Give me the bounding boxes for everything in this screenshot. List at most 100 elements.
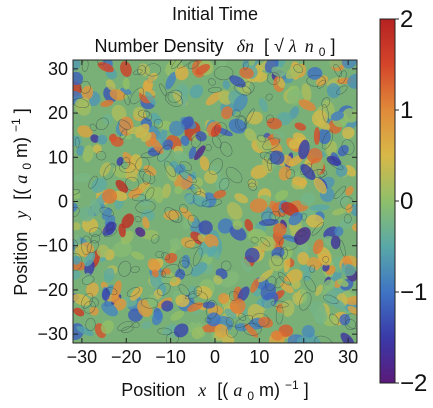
- contour-line: [89, 227, 102, 237]
- density-blob: [198, 220, 213, 235]
- contour-line: [326, 157, 344, 170]
- colorbar-tick-label: 0: [400, 188, 413, 215]
- density-blob: [140, 131, 152, 142]
- contour-line: [270, 300, 289, 308]
- density-blob: [278, 166, 292, 181]
- density-blob: [120, 61, 132, 77]
- density-blob: [241, 258, 252, 273]
- contour-line: [322, 256, 330, 263]
- contour-line: [167, 89, 183, 103]
- contour-line: [192, 247, 203, 266]
- contour-line: [97, 60, 106, 66]
- density-blob: [202, 301, 216, 309]
- density-blob: [289, 106, 299, 120]
- contour-line: [257, 134, 266, 143]
- contour-line: [96, 151, 107, 161]
- contour-line: [99, 207, 114, 217]
- contour-line: [341, 139, 355, 156]
- contour-line: [73, 206, 80, 218]
- density-blob: [345, 295, 357, 306]
- density-blob: [340, 332, 355, 343]
- contour-line: [250, 236, 259, 244]
- density-blob: [249, 198, 268, 213]
- y-tick-label: 0: [58, 192, 68, 212]
- density-blob: [288, 212, 303, 226]
- contour-line: [309, 264, 316, 273]
- density-blob: [300, 163, 316, 181]
- contour-line: [140, 150, 161, 159]
- density-blob: [323, 279, 336, 290]
- density-blob: [76, 326, 94, 336]
- contour-line: [121, 157, 131, 170]
- contour-line: [329, 313, 339, 326]
- contour-line: [303, 276, 317, 293]
- density-blob: [332, 208, 346, 216]
- density-blob: [131, 251, 145, 260]
- density-blob: [283, 154, 294, 167]
- density-blob: [189, 84, 204, 99]
- contour-line: [125, 176, 140, 191]
- density-blob: [218, 90, 233, 105]
- density-blob: [272, 223, 287, 237]
- density-blob: [228, 118, 247, 134]
- contour-line: [161, 264, 180, 278]
- contour-line: [79, 81, 91, 94]
- density-blob: [345, 186, 354, 196]
- density-blob: [190, 194, 210, 208]
- density-blob: [258, 97, 268, 112]
- colorbar-tick-label: −2: [400, 370, 427, 397]
- density-blob: [205, 91, 222, 106]
- contour-line: [204, 317, 212, 324]
- contour-line: [336, 85, 348, 95]
- contour-line: [164, 207, 180, 222]
- x-tick-label: −30: [67, 347, 98, 367]
- density-blob: [294, 122, 307, 131]
- density-blob: [335, 164, 348, 177]
- contour-line: [157, 327, 173, 336]
- density-blob: [142, 79, 154, 92]
- density-blob: [112, 241, 132, 258]
- density-blob: [210, 124, 222, 137]
- contour-line: [244, 108, 255, 125]
- density-blob: [298, 139, 310, 160]
- contour-line: [205, 299, 218, 320]
- y-axis-label-a: a: [11, 175, 31, 184]
- density-blob: [73, 307, 85, 317]
- density-blob: [326, 83, 341, 99]
- colorbar-tick-label: −1: [400, 279, 427, 306]
- density-blob: [143, 165, 157, 176]
- density-blob: [334, 226, 344, 237]
- contour-line: [333, 64, 342, 77]
- density-blob: [271, 330, 283, 341]
- density-blob: [315, 284, 323, 296]
- contour-line: [164, 92, 183, 107]
- contour-line: [184, 239, 202, 249]
- density-blob: [224, 308, 237, 319]
- density-blob: [260, 283, 276, 301]
- contour-line: [205, 144, 212, 152]
- x-axis-label-sub: 0: [247, 389, 254, 403]
- density-blob: [269, 150, 285, 165]
- subtitle-unit-sqrt: √: [274, 36, 284, 56]
- contour-line: [187, 60, 199, 69]
- density-blob: [79, 206, 95, 222]
- density-blob: [218, 293, 230, 304]
- density-blob: [199, 156, 210, 171]
- density-blob: [166, 165, 177, 182]
- contour-line: [191, 135, 202, 148]
- density-blob: [239, 67, 254, 79]
- contour-line: [321, 97, 331, 108]
- density-blob: [298, 99, 316, 111]
- density-blob: [153, 186, 164, 204]
- density-blob: [169, 238, 182, 251]
- contour-line: [103, 228, 117, 238]
- density-blob: [102, 188, 118, 204]
- density-blob: [195, 131, 207, 142]
- contour-line: [212, 135, 222, 149]
- contour-line: [179, 256, 189, 268]
- contour-line: [265, 93, 273, 101]
- density-blob: [147, 72, 158, 82]
- density-blob: [161, 300, 174, 312]
- density-blob: [273, 131, 285, 140]
